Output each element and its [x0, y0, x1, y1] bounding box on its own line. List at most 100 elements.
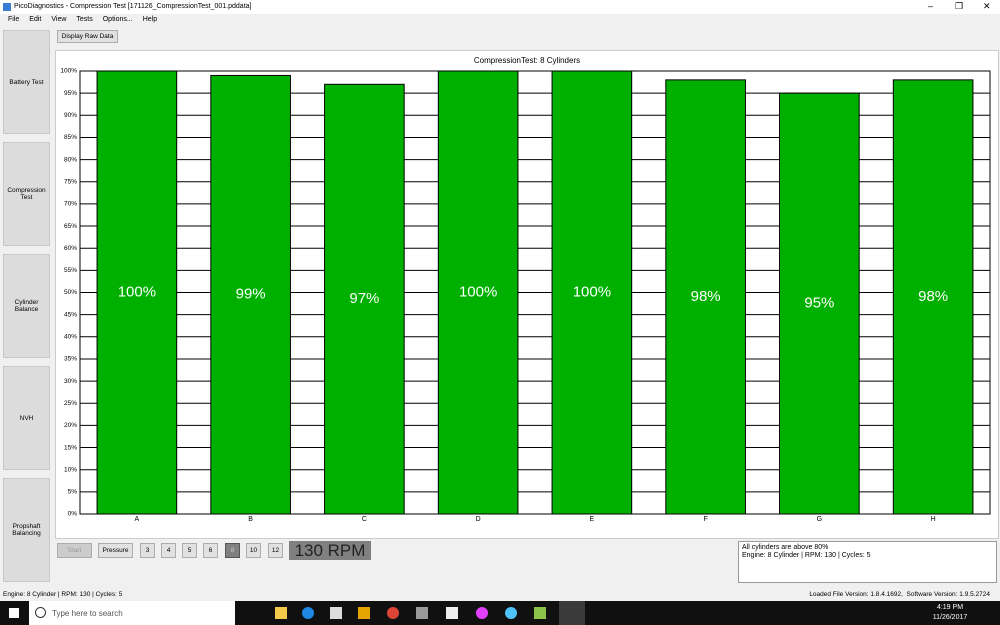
menu-item[interactable]: Options...	[102, 16, 133, 23]
bar	[551, 70, 633, 515]
taskbar: Type here to search 4:19 PM 11/26/2017	[0, 601, 1000, 625]
search-box[interactable]: Type here to search	[29, 601, 235, 625]
y-tick-label: 65%	[64, 223, 77, 230]
bar	[96, 70, 178, 515]
taskbar-icon[interactable]	[330, 607, 342, 619]
sidebar-button[interactable]: Compression Test	[3, 142, 50, 246]
cylinder-button[interactable]: 3	[140, 543, 155, 558]
clock-date: 11/26/2017	[932, 614, 968, 621]
start-button[interactable]: Start	[57, 543, 92, 558]
display-raw-data-button[interactable]: Display Raw Data	[57, 30, 118, 43]
start-menu[interactable]	[9, 608, 19, 618]
sidebar-button[interactable]: NVH	[3, 366, 50, 470]
sidebar-button[interactable]: Propshaft Balancing	[3, 478, 50, 582]
menu-item[interactable]: View	[51, 16, 67, 23]
sidebar-button[interactable]: Cylinder Balance	[3, 254, 50, 358]
x-tick-label: A	[135, 516, 140, 523]
app-icon	[3, 3, 11, 11]
value-label: 100%	[573, 283, 611, 300]
bar	[892, 79, 974, 515]
close[interactable]: ✕	[983, 1, 991, 11]
value-label: 97%	[349, 290, 379, 307]
chart-title: CompressionTest: 8 Cylinders	[474, 56, 580, 65]
x-tick-label: B	[248, 516, 253, 523]
taskbar-icon[interactable]	[476, 607, 488, 619]
taskbar-icon[interactable]	[358, 607, 370, 619]
y-tick-label: 55%	[64, 267, 77, 274]
status-right: Loaded File Version: 1.8.4.1692, Softwar…	[809, 591, 990, 598]
bar	[779, 92, 860, 515]
menu-item[interactable]: Tests	[76, 16, 93, 23]
bar	[437, 70, 519, 515]
message: All cylinders are above 80%	[742, 544, 829, 551]
rpm-display: 130 RPM	[289, 541, 371, 560]
pressure-button[interactable]: Pressure	[98, 543, 133, 558]
status-left: Engine: 8 Cylinder | RPM: 130 | Cycles: …	[3, 591, 123, 598]
menu-item[interactable]: Edit	[29, 16, 42, 23]
value-label: 95%	[804, 295, 834, 312]
y-tick-label: 35%	[64, 356, 77, 363]
taskbar-icon[interactable]	[275, 607, 287, 619]
cylinder-button[interactable]: 12	[268, 543, 283, 558]
y-tick-label: 100%	[60, 68, 77, 75]
minimize[interactable]: –	[928, 1, 934, 11]
message-box: All cylinders are above 80% Engine: 8 Cy…	[738, 541, 997, 583]
cylinder-button[interactable]: 8	[225, 543, 240, 558]
value-label: 98%	[918, 288, 948, 305]
taskbar-icon-active[interactable]	[559, 601, 585, 625]
taskbar-icon[interactable]	[505, 607, 517, 619]
sidebar-button[interactable]: Battery Test	[3, 30, 50, 134]
cylinder-button[interactable]: 5	[182, 543, 197, 558]
y-tick-label: 10%	[64, 466, 77, 473]
menu-item[interactable]: File	[8, 16, 20, 23]
y-tick-label: 30%	[64, 378, 77, 385]
title-bar: PicoDiagnostics - Compression Test [1711…	[0, 0, 1000, 14]
y-tick-label: 5%	[68, 489, 78, 496]
search-placeholder: Type here to search	[52, 609, 123, 618]
y-tick-label: 45%	[64, 311, 77, 318]
y-tick-label: 85%	[64, 134, 77, 141]
cylinder-button[interactable]: 10	[246, 543, 261, 558]
taskbar-icon[interactable]	[387, 607, 399, 619]
x-tick-label: E	[590, 516, 595, 523]
menu-item[interactable]: Help	[142, 16, 158, 23]
value-label: 99%	[236, 286, 266, 303]
x-tick-label: G	[817, 516, 822, 523]
x-tick-label: H	[931, 516, 936, 523]
menu-bar: File Edit View Tests Options... Help	[8, 16, 167, 23]
taskbar-icon[interactable]	[416, 607, 428, 619]
y-tick-label: 60%	[64, 245, 77, 252]
y-tick-label: 0%	[68, 511, 78, 518]
taskbar-icon[interactable]	[534, 607, 546, 619]
bar	[210, 74, 291, 515]
x-tick-label: D	[476, 516, 481, 523]
value-label: 98%	[691, 288, 721, 305]
y-tick-label: 25%	[64, 400, 77, 407]
taskbar-icon[interactable]	[302, 607, 314, 619]
y-tick-label: 50%	[64, 289, 77, 296]
window-title: PicoDiagnostics - Compression Test [1711…	[14, 3, 252, 10]
y-tick-label: 80%	[64, 156, 77, 163]
y-tick-label: 70%	[64, 201, 77, 208]
bar	[665, 79, 746, 515]
chart: CompressionTest: 8 Cylinders 0% 5% 10% 15% 2…	[60, 56, 991, 523]
message: Engine: 8 Cylinder | RPM: 130 | Cycles: …	[742, 552, 871, 559]
y-tick-label: 15%	[64, 444, 77, 451]
value-label: 100%	[459, 283, 497, 300]
x-tick-label: F	[703, 516, 707, 523]
y-tick-label: 90%	[64, 112, 77, 119]
cylinder-button[interactable]: 4	[161, 543, 176, 558]
clock-time: 4:19 PM	[936, 604, 964, 611]
cylinder-button[interactable]: 6	[203, 543, 218, 558]
value-label: 100%	[118, 283, 156, 300]
y-tick-label: 20%	[64, 422, 77, 429]
x-tick-label: C	[362, 516, 367, 523]
maximize[interactable]: ❐	[955, 1, 964, 11]
y-tick-label: 75%	[64, 178, 77, 185]
y-tick-label: 40%	[64, 334, 77, 341]
taskbar-icon[interactable]	[446, 607, 458, 619]
search-icon	[35, 607, 46, 618]
y-tick-label: 95%	[64, 90, 77, 97]
bar	[324, 83, 405, 515]
